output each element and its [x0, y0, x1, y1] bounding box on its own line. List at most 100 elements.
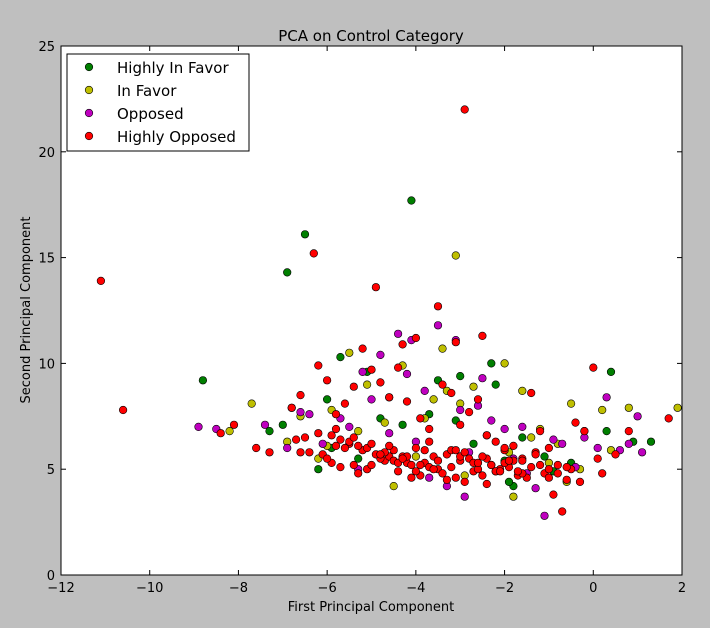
point-highly-opposed [549, 490, 558, 499]
x-tick-label: −8 [229, 581, 248, 596]
point-in-favor [354, 427, 363, 436]
point-highly-opposed [500, 443, 509, 453]
x-tick-label: 0 [589, 581, 597, 596]
legend-marker-highly-in-favor [84, 62, 94, 72]
point-highly-opposed [349, 460, 358, 470]
point-opposed [593, 443, 602, 453]
point-highly-in-favor [606, 367, 616, 377]
point-highly-in-favor [456, 372, 465, 381]
point-in-favor [469, 382, 478, 391]
point-highly-opposed [442, 475, 452, 484]
point-highly-opposed [473, 458, 483, 468]
point-highly-opposed [402, 397, 412, 406]
point-highly-opposed [447, 463, 456, 472]
series-opposed [194, 321, 647, 520]
point-highly-opposed [358, 344, 367, 353]
point-highly-opposed [314, 361, 323, 370]
point-highly-opposed [394, 363, 403, 372]
point-highly-in-favor [602, 427, 611, 436]
point-in-favor [380, 418, 389, 427]
point-opposed [460, 492, 469, 501]
point-highly-opposed [598, 469, 607, 478]
point-highly-opposed [371, 283, 381, 292]
point-highly-opposed [451, 473, 460, 482]
point-highly-opposed [487, 460, 496, 470]
point-highly-opposed [305, 448, 314, 457]
point-highly-opposed [478, 452, 487, 461]
point-highly-opposed [575, 477, 585, 487]
y-tick-label: 20 [38, 146, 55, 161]
legend: Highly In Favor In Favor Opposed Highly … [66, 53, 250, 152]
y-axis-label: Second Principal Component [19, 217, 34, 404]
point-highly-opposed [438, 380, 447, 389]
point-highly-in-favor [300, 230, 310, 239]
point-in-favor [500, 359, 509, 368]
point-highly-opposed [425, 437, 434, 446]
point-opposed [367, 395, 376, 404]
point-highly-opposed [367, 365, 376, 374]
y-tick-label: 0 [47, 569, 55, 584]
x-tick-label: 2 [678, 581, 686, 596]
series-highly-opposed [96, 105, 673, 516]
y-tick-label: 15 [38, 252, 55, 267]
point-opposed [633, 412, 642, 421]
point-highly-opposed [456, 420, 465, 429]
point-highly-opposed [509, 441, 518, 451]
point-highly-in-favor [518, 433, 527, 442]
point-opposed [433, 321, 443, 330]
point-opposed [358, 367, 367, 377]
point-in-favor [411, 452, 421, 461]
point-highly-opposed [447, 388, 456, 398]
point-highly-opposed [314, 429, 323, 438]
point-highly-in-favor [283, 268, 292, 277]
point-highly-opposed [252, 443, 261, 453]
point-opposed [345, 422, 354, 432]
point-in-favor [438, 344, 447, 353]
y-ticks: 0 5 10 15 20 25 [38, 40, 682, 584]
legend-marker-highly-opposed [84, 131, 94, 141]
point-highly-opposed [518, 456, 527, 465]
point-highly-opposed [460, 477, 469, 487]
point-highly-opposed [482, 431, 491, 440]
point-opposed [558, 439, 567, 448]
point-highly-opposed [323, 454, 332, 463]
point-highly-opposed [624, 427, 633, 436]
point-highly-in-favor [646, 437, 656, 446]
point-highly-opposed [296, 391, 305, 400]
point-highly-opposed [664, 414, 673, 423]
point-highly-in-favor [354, 454, 363, 463]
point-highly-opposed [349, 433, 358, 442]
point-opposed [318, 439, 327, 448]
point-highly-opposed [411, 443, 421, 453]
y-tick-label: 5 [47, 463, 55, 478]
point-highly-opposed [416, 460, 425, 470]
point-opposed [478, 374, 487, 383]
point-highly-opposed [433, 302, 443, 311]
point-highly-opposed [331, 441, 341, 451]
point-highly-opposed [611, 450, 620, 459]
point-opposed [194, 422, 203, 432]
point-highly-opposed [331, 410, 341, 419]
point-highly-in-favor [491, 380, 500, 389]
point-highly-in-favor [504, 477, 514, 487]
point-highly-in-favor [323, 395, 332, 404]
point-highly-opposed [385, 441, 394, 451]
point-opposed [296, 408, 305, 417]
x-tick-label: −2 [495, 581, 514, 596]
point-highly-opposed [229, 420, 239, 429]
point-highly-opposed [527, 463, 536, 472]
point-highly-opposed [425, 424, 434, 434]
point-in-favor [509, 492, 518, 501]
plot-frame [60, 45, 683, 576]
point-in-favor [673, 403, 682, 412]
x-ticks: −12 −10 −8 −6 −4 −2 0 2 [47, 46, 686, 596]
legend-marker-in-favor [84, 85, 94, 95]
point-highly-opposed [398, 454, 407, 463]
point-highly-opposed [407, 473, 416, 482]
point-highly-opposed [465, 408, 474, 417]
point-highly-in-favor [198, 376, 207, 385]
point-highly-opposed [544, 465, 554, 474]
point-highly-opposed [296, 448, 305, 457]
point-highly-opposed [478, 331, 487, 341]
point-highly-opposed [553, 460, 562, 470]
